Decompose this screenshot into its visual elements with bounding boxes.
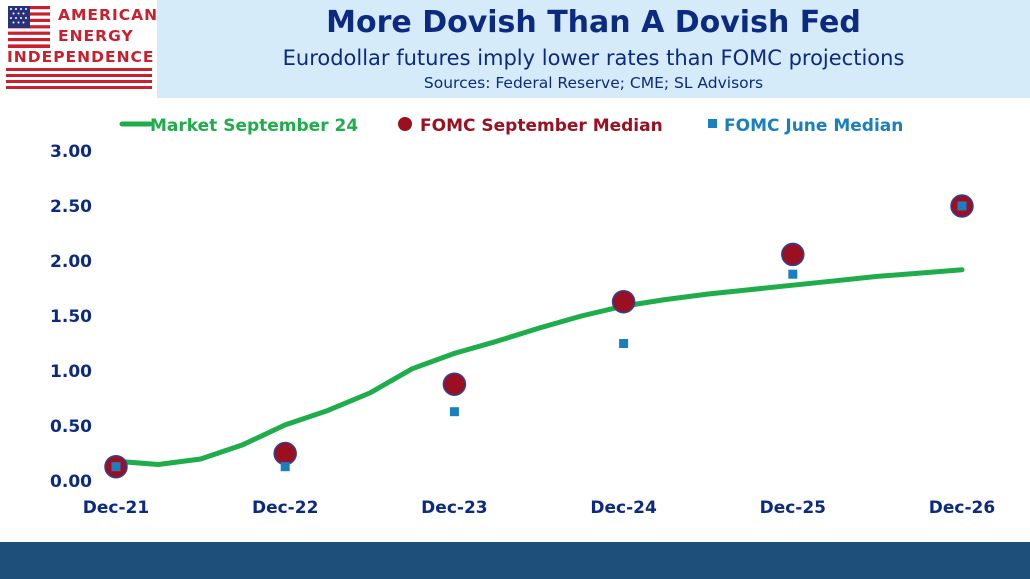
fomc-september-point (611, 289, 636, 314)
sources-note: Sources: Federal Reserve; CME; SL Adviso… (423, 74, 764, 92)
y-tick-label: 3.00 (50, 142, 92, 162)
logo: AMERICAN ENERGY INDEPENDENCE (0, 0, 157, 98)
fomc-june-point (788, 269, 798, 279)
logo-stripes (6, 68, 152, 92)
rates-chart: 0.00 0.50 1.00 1.50 2.00 2.50 3.00 Dec-21 Dec-22… (50, 116, 995, 518)
x-tick-label: Dec-24 (590, 498, 657, 518)
legend-fomc-september-label: FOMC September Median (420, 116, 663, 136)
fomc-september-point (273, 441, 297, 466)
market-series-line (113, 267, 965, 467)
fomc-june-point (619, 339, 629, 348)
legend-fomc-june-label: FOMC June Median (724, 116, 903, 136)
legend-fomc-june-swatch (708, 119, 717, 128)
us-flag-icon (8, 6, 50, 48)
x-tick-label: Dec-22 (252, 498, 318, 518)
header-band (157, 0, 1030, 98)
x-tick-label: Dec-21 (83, 498, 149, 518)
page-subtitle: Eurodollar futures imply lower rates tha… (282, 46, 905, 70)
x-tick-label: Dec-23 (421, 498, 487, 518)
fomc-september-point (442, 372, 467, 396)
logo-line-3: INDEPENDENCE (7, 48, 155, 66)
legend-market-label: Market September 24 (150, 116, 358, 136)
y-tick-label: 0.50 (50, 417, 92, 437)
legend-fomc-september-swatch (398, 117, 412, 131)
footer-bar (0, 542, 1030, 579)
page-title: More Dovish Than A Dovish Fed (326, 5, 861, 40)
y-tick-label: 1.50 (50, 307, 92, 327)
y-tick-label: 2.00 (50, 252, 92, 272)
fomc-june-point (280, 462, 290, 472)
x-tick-label: Dec-25 (760, 498, 826, 518)
y-tick-label: 1.00 (50, 362, 92, 382)
y-tick-label: 2.50 (50, 197, 92, 217)
fomc-september-point (781, 242, 805, 267)
x-tick-label: Dec-26 (929, 498, 995, 518)
fomc-june-point (957, 201, 967, 211)
y-tick-label: 0.00 (50, 472, 92, 492)
logo-line-1: AMERICAN (58, 6, 159, 24)
fomc-june-point (449, 407, 459, 417)
logo-line-2: ENERGY (58, 27, 134, 45)
fomc-june-point (111, 462, 121, 472)
